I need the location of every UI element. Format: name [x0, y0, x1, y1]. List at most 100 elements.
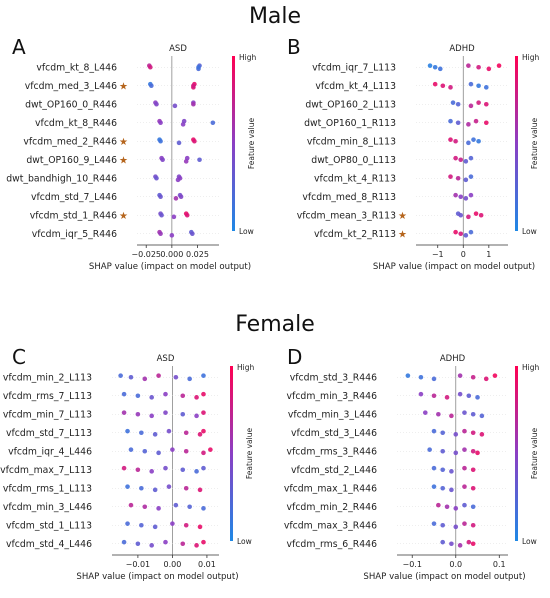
shap-point-b: [450, 100, 456, 105]
significance-star-icon: ★: [398, 229, 407, 240]
colorbar-c: [230, 366, 233, 541]
shap-point-c: [156, 373, 161, 378]
x-tick-label-a: −0.025: [131, 250, 161, 259]
shap-point-c: [163, 410, 168, 415]
shap-point-c: [125, 428, 130, 434]
colorbar-low-label-a: Low: [239, 227, 254, 236]
shap-point-b: [432, 64, 438, 70]
x-axis-label-c: SHAP value (impact on model output): [76, 572, 238, 582]
shap-point-d: [449, 469, 454, 474]
feature-label-b: vfcdm_kt_4_L113: [315, 81, 396, 92]
shap-plot-d: D ADHD −0.1 0.0 0.1 SHAP value (impact on mod…: [284, 345, 540, 582]
shap-point-d: [440, 539, 446, 545]
shap-point-c: [149, 395, 154, 400]
shap-point-a: [192, 138, 197, 144]
feature-label-d: vfcdm_min_3_R446: [287, 391, 378, 402]
feature-label-a: dwt_bandhigh_10_R446: [6, 173, 117, 184]
colorbar-low-label-b: Low: [522, 227, 537, 236]
shap-point-d: [453, 450, 459, 456]
shap-point-d: [431, 465, 437, 471]
panel-letter-a: A: [12, 35, 26, 59]
shap-point-b: [448, 85, 453, 90]
colorbar-title-d: Feature value: [530, 428, 539, 480]
shap-point-c: [125, 521, 130, 526]
feature-label-b: vfcdm_iqr_7_L113: [312, 62, 396, 73]
shap-point-c: [201, 428, 206, 434]
shap-point-c: [183, 448, 189, 454]
shap-panel-c: C ASD −0.01 0.00 0.01 SHAP value (impact on m…: [0, 344, 275, 598]
shap-point-a: [177, 175, 183, 181]
shap-point-b: [455, 101, 461, 107]
shap-point-b: [468, 81, 474, 87]
shap-point-b: [496, 63, 502, 68]
shap-point-c: [142, 504, 148, 510]
feature-label-d: vfcdm_std_3_R446: [290, 372, 377, 383]
shap-point-c: [156, 506, 161, 511]
shap-point-d: [431, 376, 437, 382]
shap-point-b: [448, 174, 453, 179]
shap-point-c: [180, 393, 186, 399]
shap-point-c: [201, 391, 206, 397]
feature-label-c: vfcdm_std_1_L113: [6, 520, 92, 531]
feature-label-c: vfcdm_min_3_L446: [3, 502, 92, 513]
significance-star-icon: ★: [398, 211, 407, 222]
colorbar-high-label-a: High: [239, 53, 256, 62]
feature-label-a: vfcdm_std_7_L446: [31, 192, 117, 203]
feature-label-b: vfcdm_mean_3_R113: [297, 210, 396, 221]
shap-point-c: [128, 447, 134, 452]
plot-title-b: ADHD: [449, 44, 475, 54]
x-tick-label-d: −0.1: [403, 560, 422, 569]
feature-label-d: vfcdm_std_2_L446: [291, 465, 377, 476]
shap-point-c: [197, 524, 203, 530]
feature-label-d: vfcdm_min_2_R446: [287, 502, 378, 513]
shap-point-d: [457, 543, 463, 548]
feature-label-b: vfcdm_med_8_R113: [302, 192, 396, 203]
colorbar-b: [515, 56, 518, 231]
shap-point-c: [187, 376, 192, 382]
shap-point-d: [457, 373, 463, 378]
x-tick-label-a: 0.000: [160, 250, 183, 259]
shap-point-b: [486, 66, 492, 72]
shap-point-d: [470, 430, 476, 436]
shap-point-c: [173, 374, 179, 380]
colorbar-low-label-d: Low: [522, 537, 537, 546]
shap-point-c: [149, 469, 154, 474]
shap-point-c: [201, 506, 206, 511]
feature-label-c: vfcdm_iqr_4_L446: [8, 446, 92, 457]
shap-point-b: [466, 214, 471, 220]
shap-panel-d: D ADHD −0.1 0.0 0.1 SHAP value (impact on mod…: [275, 344, 550, 598]
shap-point-c: [149, 543, 154, 548]
shap-point-d: [466, 393, 472, 399]
shap-point-c: [187, 504, 192, 510]
feature-label-c: vfcdm_std_4_L446: [6, 539, 92, 550]
shap-point-a: [197, 157, 202, 163]
shap-point-b: [453, 192, 458, 198]
shap-point-c: [208, 447, 213, 452]
shap-point-a: [149, 83, 154, 89]
shap-point-a: [171, 214, 177, 220]
shap-point-d: [453, 432, 459, 437]
shap-panel-b: B ADHD −1 0 1 SHAP value (impact on model out…: [275, 34, 550, 302]
shap-point-d: [436, 411, 441, 417]
shap-point-a: [154, 175, 159, 181]
shap-point-c: [128, 502, 134, 508]
shap-point-d: [462, 465, 467, 471]
shap-point-d: [470, 522, 476, 528]
shap-point-c: [194, 413, 199, 419]
significance-star-icon: ★: [119, 211, 128, 222]
shap-point-a: [176, 140, 182, 146]
feature-label-a: vfcdm_std_1_R446: [30, 210, 117, 221]
panel-letter-d: D: [287, 345, 302, 369]
feature-label-a: vfcdm_med_2_R446: [23, 136, 117, 147]
x-tick-label-b: 0: [461, 250, 466, 259]
colorbar-title-a: Feature value: [247, 118, 256, 170]
feature-label-d: vfcdm_max_1_R446: [284, 483, 377, 494]
shap-point-d: [449, 541, 454, 547]
feature-label-c: vfcdm_rms_1_L113: [3, 483, 92, 494]
panel-letter-b: B: [287, 35, 301, 59]
shap-point-d: [440, 430, 446, 436]
shap-point-c: [163, 465, 168, 471]
shap-point-a: [158, 120, 163, 126]
shap-point-b: [458, 231, 464, 237]
shap-point-d: [470, 467, 476, 473]
